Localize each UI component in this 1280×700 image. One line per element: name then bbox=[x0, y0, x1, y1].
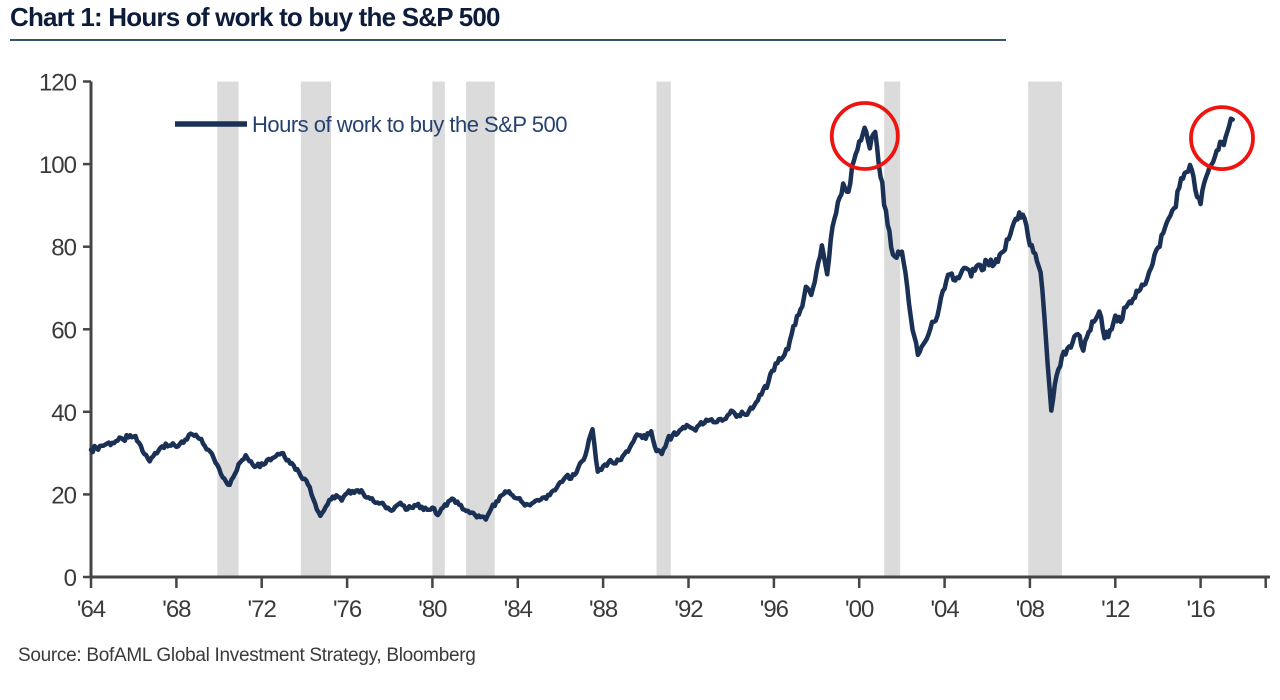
recession-band bbox=[656, 81, 671, 577]
x-tick-label: '96 bbox=[760, 596, 789, 623]
y-tick-label: 0 bbox=[64, 565, 77, 592]
y-tick-label: 80 bbox=[51, 235, 76, 262]
series-line bbox=[88, 116, 1235, 522]
recession-bands bbox=[217, 81, 1062, 577]
y-tick-label: 60 bbox=[51, 317, 76, 344]
axis-tick-labels: 0 20 40 60 80 100 120 '64 '68 '72 '76 '80 '84 '88 '92 '… bbox=[39, 70, 1216, 624]
y-tick-label: 40 bbox=[51, 400, 76, 427]
source-note: Source: BofAML Global Investment Strateg… bbox=[18, 645, 476, 666]
chart-title: Chart 1: Hours of work to buy the S&P 50… bbox=[10, 2, 501, 32]
peak-highlight-circle bbox=[829, 101, 900, 171]
x-tick-label: '84 bbox=[504, 596, 533, 623]
x-tick-label: '88 bbox=[589, 596, 618, 623]
title-underline bbox=[10, 39, 1006, 41]
x-tick-label: '92 bbox=[674, 596, 703, 623]
x-tick-label: '80 bbox=[418, 596, 447, 623]
x-tick-label: '04 bbox=[930, 596, 959, 623]
x-tick-label: '12 bbox=[1101, 596, 1130, 623]
axis-lines bbox=[89, 81, 1270, 579]
recession-band bbox=[884, 81, 901, 577]
recession-band bbox=[217, 81, 239, 577]
y-tick-label: 100 bbox=[39, 152, 77, 179]
x-tick-label: '64 bbox=[77, 596, 106, 623]
x-tick-label: '68 bbox=[162, 596, 191, 623]
annotation-circles bbox=[829, 101, 1255, 172]
x-tick-label: '72 bbox=[248, 596, 277, 623]
axes bbox=[83, 80, 1270, 588]
legend-label: Hours of work to buy the S&P 500 bbox=[252, 112, 567, 137]
x-tick-label: '76 bbox=[333, 596, 362, 623]
recession-band bbox=[432, 81, 445, 577]
x-tick-label: '00 bbox=[845, 596, 874, 623]
x-tick-label: '16 bbox=[1186, 596, 1215, 623]
line-chart: 0 20 40 60 80 100 120 '64 '68 '72 '76 '80 '84 '88 '92 '… bbox=[39, 70, 1270, 624]
x-tick-label: '08 bbox=[1016, 596, 1045, 623]
y-tick-label: 20 bbox=[51, 482, 76, 509]
hours-to-buy-sp500-line bbox=[88, 116, 1235, 522]
recession-band bbox=[466, 81, 495, 577]
y-tick-label: 120 bbox=[39, 70, 77, 97]
legend: Hours of work to buy the S&P 500 bbox=[175, 112, 568, 137]
recession-band bbox=[300, 81, 332, 577]
peak-highlight-circle bbox=[1189, 105, 1255, 172]
